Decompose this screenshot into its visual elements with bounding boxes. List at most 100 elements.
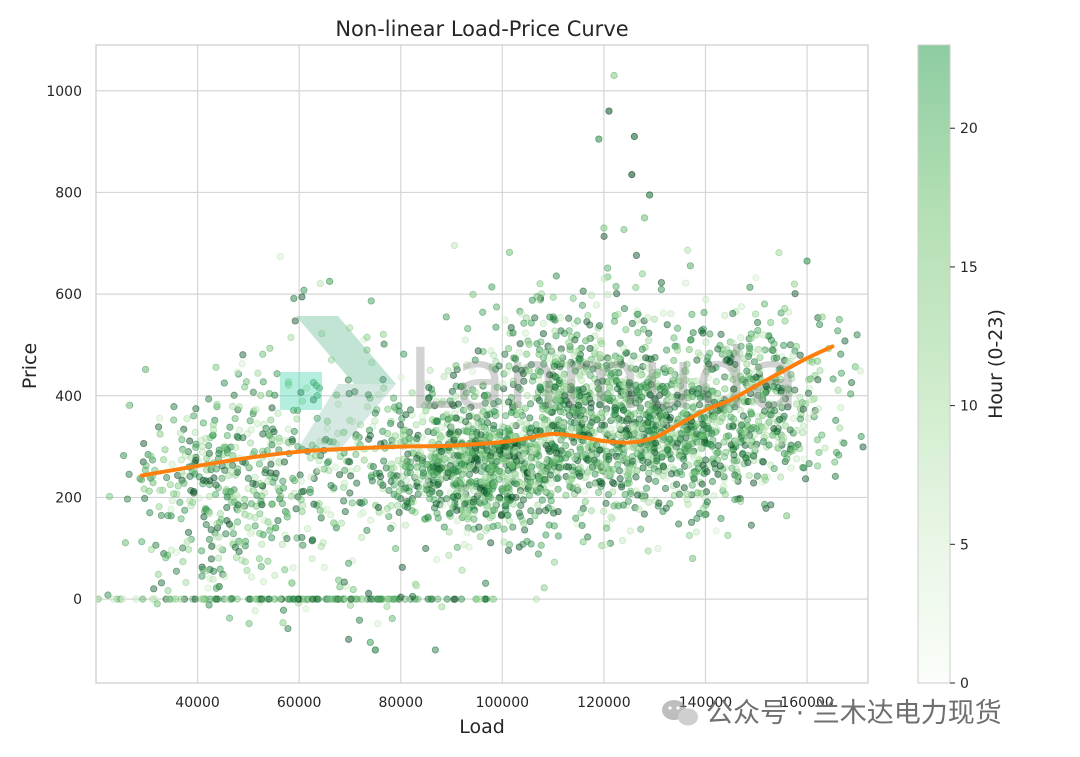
scatter-point (537, 438, 545, 446)
scatter-series (96, 71, 867, 654)
scatter-point (163, 474, 171, 482)
scatter-point (251, 514, 259, 522)
scatter-point (235, 426, 244, 434)
scatter-point (284, 624, 292, 633)
scatter-point (216, 544, 224, 552)
scatter-point (330, 484, 338, 492)
scatter-point (383, 595, 391, 603)
scatter-point (644, 313, 652, 322)
scatter-point (640, 214, 649, 222)
scatter-point (777, 473, 785, 481)
scatter-point (680, 455, 688, 463)
scatter-point (279, 619, 287, 627)
scatter-point (380, 340, 388, 348)
scatter-point (607, 431, 615, 439)
scatter-point (652, 470, 661, 478)
scatter-point (512, 480, 521, 488)
scatter-point (148, 456, 157, 464)
scatter-point (268, 500, 276, 508)
scatter-point (465, 470, 473, 479)
colorbar-tick-label: 20 (960, 121, 978, 137)
scatter-point (192, 440, 200, 448)
scatter-point (799, 463, 807, 472)
scatter-point (770, 464, 778, 473)
scatter-point (600, 232, 608, 240)
scatter-point (316, 279, 324, 288)
scatter-point (245, 512, 254, 520)
scatter-point (260, 516, 269, 524)
scatter-point (783, 455, 791, 463)
scatter-point (683, 447, 691, 456)
scatter-point (800, 455, 808, 463)
scatter-point (470, 515, 478, 523)
scatter-point (356, 510, 365, 519)
scatter-point (125, 401, 133, 410)
scatter-point (427, 595, 435, 603)
scatter-point (263, 447, 271, 455)
scatter-point (154, 570, 162, 579)
scatter-point (220, 379, 228, 387)
scatter-point (397, 480, 405, 488)
scatter-point (249, 388, 257, 396)
scatter-point (713, 449, 721, 457)
scatter-point (750, 452, 758, 460)
scatter-point (159, 456, 168, 464)
scatter-point (219, 450, 227, 459)
scatter-point (353, 479, 361, 487)
scatter-point (534, 550, 542, 558)
scatter-point (413, 454, 421, 462)
scatter-point (814, 462, 822, 470)
scatter-point (394, 456, 402, 465)
scatter-point (799, 422, 808, 430)
colorbar-label: Hour (0-23) (985, 309, 1007, 419)
scatter-point (215, 554, 223, 562)
scatter-point (220, 444, 228, 452)
scatter-point (699, 504, 708, 513)
scatter-point (176, 429, 184, 437)
scatter-point (344, 635, 353, 643)
scatter-point (153, 600, 161, 608)
scatter-point (431, 646, 439, 654)
scatter-point (155, 503, 163, 511)
scatter-point (541, 475, 549, 484)
scatter-point (320, 465, 328, 473)
scatter-point (639, 464, 647, 472)
scatter-point (720, 482, 728, 491)
scatter-point (417, 449, 425, 457)
scatter-point (363, 403, 372, 411)
scatter-point (566, 483, 574, 491)
scatter-point (156, 414, 164, 422)
scatter-point (479, 308, 487, 316)
scatter-point (213, 400, 221, 408)
scatter-point (688, 481, 696, 489)
scatter-point (535, 452, 543, 460)
scatter-point (775, 439, 783, 447)
scatter-point (688, 554, 697, 563)
scatter-point (504, 511, 512, 519)
scatter-point (453, 506, 461, 514)
scatter-point (365, 435, 373, 443)
scatter-point (205, 535, 214, 544)
scatter-point (157, 579, 166, 587)
scatter-point (360, 498, 368, 506)
scatter-point (180, 479, 188, 487)
scatter-point (371, 417, 379, 425)
scatter-point (390, 464, 398, 472)
scatter-point (614, 502, 623, 510)
scatter-point (813, 436, 822, 444)
scatter-point (473, 455, 481, 463)
scatter-point (439, 501, 447, 509)
scatter-point (662, 504, 670, 512)
scatter-point (255, 555, 263, 563)
scatter-point (289, 406, 298, 414)
scatter-point (646, 191, 654, 199)
scatter-point (340, 479, 349, 487)
scatter-point (630, 132, 638, 141)
scatter-point (244, 474, 252, 482)
scatter-point (229, 530, 237, 538)
scatter-point (213, 519, 221, 528)
scatter-point (363, 333, 371, 341)
scatter-point (497, 511, 506, 520)
scatter-point (212, 532, 221, 541)
scatter-point (259, 378, 267, 386)
